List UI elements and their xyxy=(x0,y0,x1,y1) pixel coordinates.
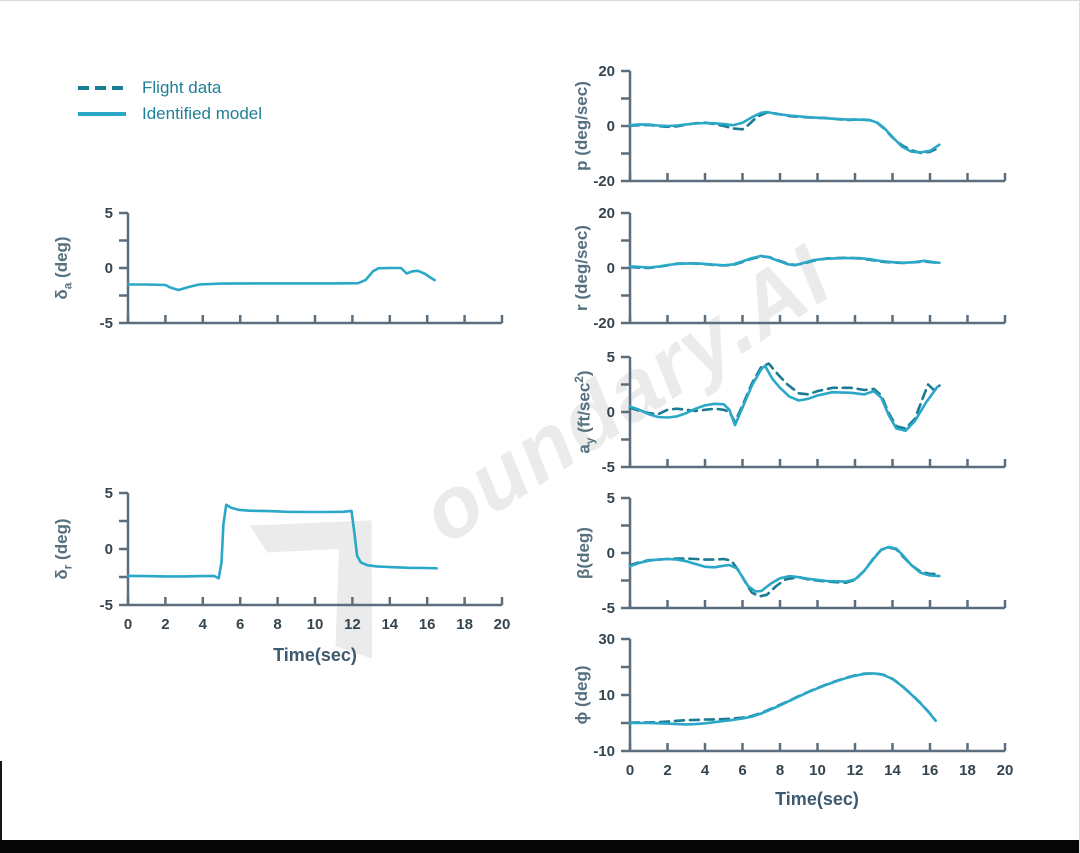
plot-beta: 5 0 -5 xyxy=(602,490,1007,617)
svg-text:-10: -10 xyxy=(593,743,615,760)
frame-bottom-bar xyxy=(0,840,1079,853)
svg-text:0: 0 xyxy=(607,260,615,277)
svg-text:14: 14 xyxy=(884,762,901,779)
y-axis-label-delta-r: δr (deg) xyxy=(52,518,75,580)
svg-text:30: 30 xyxy=(598,631,615,648)
dashed-line-swatch xyxy=(78,86,126,90)
svg-text:18: 18 xyxy=(959,762,976,779)
plot-phi: 30 10 -10 0 2 4 6 8 10 12 14 16 18 20 xyxy=(593,631,1013,779)
svg-text:0: 0 xyxy=(105,260,113,277)
legend: Flight data Identified model xyxy=(78,75,262,127)
x-axis-label-right-column: Time(sec) xyxy=(775,789,859,809)
plot-delta-r: 5 0 -5 0 2 4 6 8 10 12 14 16 18 20 xyxy=(100,485,511,633)
svg-text:12: 12 xyxy=(847,762,864,779)
svg-text:-20: -20 xyxy=(593,315,615,332)
svg-text:-5: -5 xyxy=(100,315,113,332)
legend-item-flight-data: Flight data xyxy=(78,75,262,101)
svg-text:0: 0 xyxy=(626,762,634,779)
legend-item-identified-model: Identified model xyxy=(78,101,262,127)
svg-text:10: 10 xyxy=(598,687,615,704)
svg-text:4: 4 xyxy=(701,762,710,779)
svg-text:-20: -20 xyxy=(593,173,615,190)
svg-text:10: 10 xyxy=(307,616,324,633)
svg-text:2: 2 xyxy=(161,616,169,633)
plot-delta-a: 5 0 -5 xyxy=(100,205,504,332)
svg-text:5: 5 xyxy=(105,485,113,502)
svg-text:-5: -5 xyxy=(100,597,113,614)
legend-label: Identified model xyxy=(142,104,263,123)
svg-text:0: 0 xyxy=(105,541,113,558)
legend-label: Flight data xyxy=(142,78,222,97)
svg-text:6: 6 xyxy=(738,762,746,779)
svg-text:0: 0 xyxy=(607,118,615,135)
svg-text:-5: -5 xyxy=(602,600,615,617)
frame-left-edge xyxy=(0,761,2,853)
svg-text:4: 4 xyxy=(199,616,208,633)
svg-text:2: 2 xyxy=(663,762,671,779)
svg-text:14: 14 xyxy=(381,616,398,633)
y-axis-label-delta-a: δa (deg) xyxy=(52,236,75,300)
svg-text:16: 16 xyxy=(922,762,939,779)
svg-text:5: 5 xyxy=(105,205,113,222)
svg-text:5: 5 xyxy=(607,349,615,366)
svg-text:0: 0 xyxy=(607,404,615,421)
svg-text:5: 5 xyxy=(607,490,615,507)
svg-text:8: 8 xyxy=(776,762,784,779)
plot-p: 20 0 -20 xyxy=(593,63,1007,190)
svg-text:6: 6 xyxy=(236,616,244,633)
plot-r: 20 0 -20 xyxy=(593,205,1007,332)
svg-text:0: 0 xyxy=(124,616,132,633)
solid-line-swatch xyxy=(78,112,126,116)
svg-text:20: 20 xyxy=(598,205,615,222)
svg-text:-5: -5 xyxy=(602,459,615,476)
svg-text:20: 20 xyxy=(598,63,615,80)
svg-text:8: 8 xyxy=(273,616,281,633)
svg-text:20: 20 xyxy=(494,616,511,633)
svg-text:12: 12 xyxy=(344,616,361,633)
svg-text:10: 10 xyxy=(809,762,826,779)
svg-text:18: 18 xyxy=(456,616,473,633)
svg-text:20: 20 xyxy=(997,762,1014,779)
plot-ay: 5 0 -5 xyxy=(602,349,1007,476)
x-axis-label-left-column: Time(sec) xyxy=(273,645,357,665)
svg-text:0: 0 xyxy=(607,545,615,562)
svg-text:16: 16 xyxy=(419,616,436,633)
